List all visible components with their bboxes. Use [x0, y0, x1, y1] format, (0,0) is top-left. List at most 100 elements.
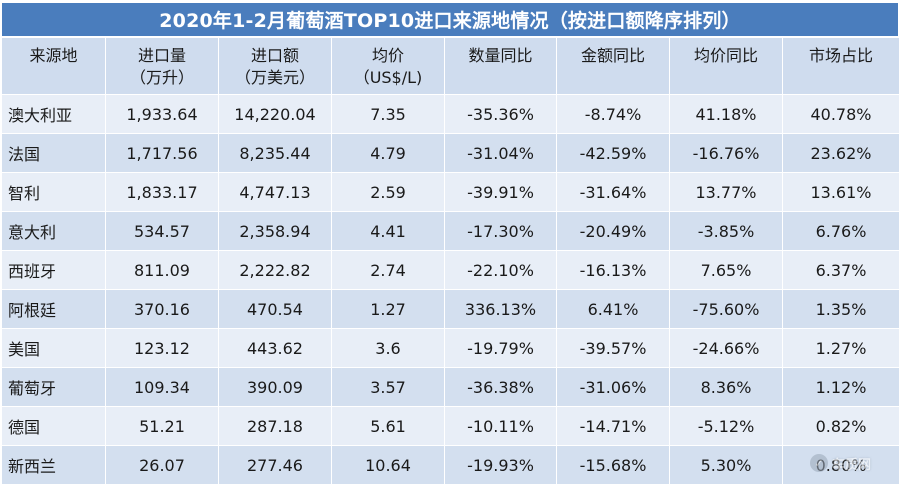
cell-import-volume: 534.57	[105, 211, 219, 251]
cell-volume-yoy: -10.11%	[444, 406, 557, 446]
cell-import-volume: 26.07	[105, 445, 219, 485]
header-row: 来源地 进口量 （万升） 进口额 （万美元） 均价 （US$/L) 数量同比	[1, 37, 900, 95]
cell-avg-price: 2.74	[331, 250, 445, 290]
cell-volume-yoy: -19.93%	[444, 445, 557, 485]
cell-price-yoy: 7.65%	[669, 250, 783, 290]
table-row: 意大利 534.57 2,358.94 4.41 -17.30% -20.49% -3.85…	[1, 211, 900, 251]
cell-value-yoy: -20.49%	[556, 211, 670, 251]
cell-value-yoy: 6.41%	[556, 289, 670, 329]
cell-import-value: 2,222.82	[218, 250, 332, 290]
cell-avg-price: 4.41	[331, 211, 445, 251]
site-logo-icon: ✓	[810, 454, 828, 472]
cell-value-yoy: -39.57%	[556, 328, 670, 368]
cell-avg-price: 1.27	[331, 289, 445, 329]
cell-value-yoy: -14.71%	[556, 406, 670, 446]
header-price-yoy: 均价同比	[669, 37, 783, 95]
header-value-yoy: 金额同比	[556, 37, 670, 95]
cell-import-volume: 370.16	[105, 289, 219, 329]
cell-volume-yoy: -22.10%	[444, 250, 557, 290]
cell-value-yoy: -31.64%	[556, 172, 670, 212]
cell-import-value: 277.46	[218, 445, 332, 485]
cell-origin: 智利	[1, 172, 106, 212]
cell-volume-yoy: -36.38%	[444, 367, 557, 407]
cell-value-yoy: -42.59%	[556, 133, 670, 173]
table-row: 智利 1,833.17 4,747.13 2.59 -39.91% -31.64% 13.7…	[1, 172, 900, 212]
cell-origin: 阿根廷	[1, 289, 106, 329]
header-import-volume: 进口量 （万升）	[105, 37, 219, 95]
cell-avg-price: 4.79	[331, 133, 445, 173]
cell-volume-yoy: -31.04%	[444, 133, 557, 173]
cell-avg-price: 5.61	[331, 406, 445, 446]
cell-import-volume: 51.21	[105, 406, 219, 446]
cell-market-share: 40.78%	[782, 94, 900, 134]
table-row: 澳大利亚 1,933.64 14,220.04 7.35 -35.36% -8.74% 41…	[1, 94, 900, 134]
cell-origin: 西班牙	[1, 250, 106, 290]
cell-volume-yoy: -17.30%	[444, 211, 557, 251]
cell-market-share: 13.61%	[782, 172, 900, 212]
cell-price-yoy: -16.76%	[669, 133, 783, 173]
cell-value-yoy: -15.68%	[556, 445, 670, 485]
cell-market-share: 0.80%	[782, 445, 900, 485]
table-row: 新西兰 26.07 277.46 10.64 -19.93% -15.68% 5.30% 0.…	[1, 445, 900, 485]
cell-price-yoy: 8.36%	[669, 367, 783, 407]
cell-volume-yoy: -39.91%	[444, 172, 557, 212]
cell-price-yoy: -3.85%	[669, 211, 783, 251]
header-origin: 来源地	[1, 37, 106, 95]
cell-import-value: 443.62	[218, 328, 332, 368]
cell-import-volume: 1,717.56	[105, 133, 219, 173]
cell-avg-price: 3.57	[331, 367, 445, 407]
cell-price-yoy: 41.18%	[669, 94, 783, 134]
header-import-value: 进口额 （万美元）	[218, 37, 332, 95]
cell-import-value: 14,220.04	[218, 94, 332, 134]
table-row: 葡萄牙 109.34 390.09 3.57 -36.38% -31.06% 8.36% 1.…	[1, 367, 900, 407]
cell-import-volume: 109.34	[105, 367, 219, 407]
watermark: ✓ 车质网	[810, 452, 876, 474]
cell-origin: 新西兰	[1, 445, 106, 485]
cell-origin: 法国	[1, 133, 106, 173]
cell-market-share: 1.27%	[782, 328, 900, 368]
cell-volume-yoy: 336.13%	[444, 289, 557, 329]
table-row: 美国 123.12 443.62 3.6 -19.79% -39.57% -24.66% 1.…	[1, 328, 900, 368]
cell-import-volume: 811.09	[105, 250, 219, 290]
cell-price-yoy: -5.12%	[669, 406, 783, 446]
cell-origin: 美国	[1, 328, 106, 368]
header-volume-yoy: 数量同比	[444, 37, 557, 95]
cell-import-value: 2,358.94	[218, 211, 332, 251]
cell-avg-price: 10.64	[331, 445, 445, 485]
cell-origin: 葡萄牙	[1, 367, 106, 407]
cell-import-value: 287.18	[218, 406, 332, 446]
cell-import-value: 8,235.44	[218, 133, 332, 173]
cell-avg-price: 2.59	[331, 172, 445, 212]
table-row: 法国 1,717.56 8,235.44 4.79 -31.04% -42.59% -16.…	[1, 133, 900, 173]
cell-volume-yoy: -35.36%	[444, 94, 557, 134]
cell-value-yoy: -16.13%	[556, 250, 670, 290]
cell-price-yoy: -24.66%	[669, 328, 783, 368]
cell-import-volume: 1,833.17	[105, 172, 219, 212]
cell-market-share: 1.35%	[782, 289, 900, 329]
cell-origin: 德国	[1, 406, 106, 446]
table-row: 德国 51.21 287.18 5.61 -10.11% -14.71% -5.12% 0.8…	[1, 406, 900, 446]
table-title: 2020年1-2月葡萄酒TOP10进口来源地情况（按进口额降序排列）	[1, 2, 899, 37]
cell-price-yoy: 5.30%	[669, 445, 783, 485]
cell-market-share: 23.62%	[782, 133, 900, 173]
cell-price-yoy: -75.60%	[669, 289, 783, 329]
cell-import-volume: 1,933.64	[105, 94, 219, 134]
cell-price-yoy: 13.77%	[669, 172, 783, 212]
wine-import-table: 来源地 进口量 （万升） 进口额 （万美元） 均价 （US$/L) 数量同比	[1, 37, 900, 485]
table-row: 西班牙 811.09 2,222.82 2.74 -22.10% -16.13% 7.65%…	[1, 250, 900, 290]
header-avg-price: 均价 （US$/L)	[331, 37, 445, 95]
cell-volume-yoy: -19.79%	[444, 328, 557, 368]
cell-value-yoy: -31.06%	[556, 367, 670, 407]
watermark-text: 车质网	[832, 457, 872, 473]
cell-avg-price: 3.6	[331, 328, 445, 368]
cell-origin: 澳大利亚	[1, 94, 106, 134]
cell-import-value: 390.09	[218, 367, 332, 407]
cell-market-share: 6.37%	[782, 250, 900, 290]
cell-import-value: 470.54	[218, 289, 332, 329]
cell-market-share: 6.76%	[782, 211, 900, 251]
cell-value-yoy: -8.74%	[556, 94, 670, 134]
header-market-share: 市场占比	[782, 37, 900, 95]
table-body: 澳大利亚 1,933.64 14,220.04 7.35 -35.36% -8.74% 41…	[1, 94, 900, 485]
cell-market-share: 0.82%	[782, 406, 900, 446]
